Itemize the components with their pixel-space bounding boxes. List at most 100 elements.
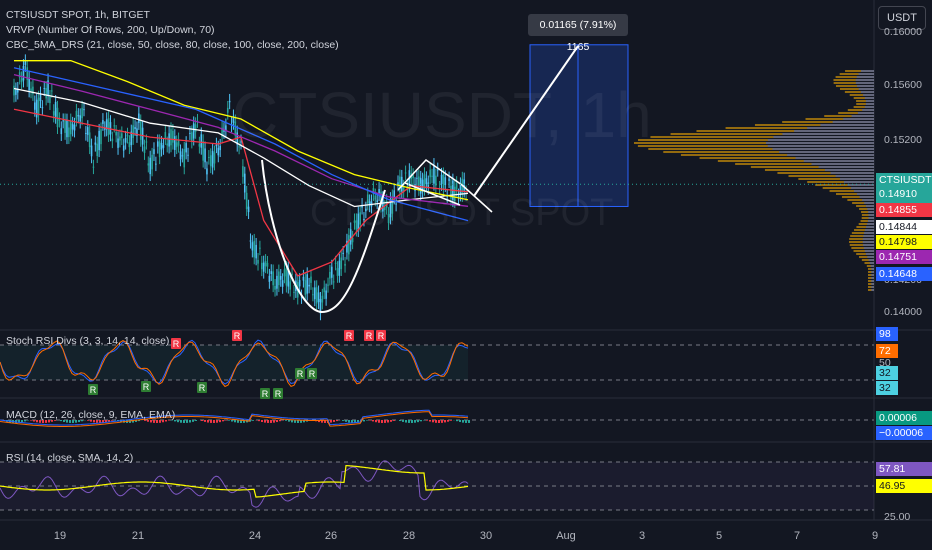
macd-histogram-bar xyxy=(135,420,137,422)
volume-bar xyxy=(634,142,874,144)
candle-body xyxy=(211,150,214,168)
candle-body xyxy=(45,88,47,99)
divergence-marker xyxy=(88,384,98,395)
macd-histogram-bar xyxy=(111,420,113,421)
macd-histogram-bar xyxy=(354,420,356,423)
macd-histogram-bar xyxy=(222,420,224,422)
volume-bar-down xyxy=(866,226,874,228)
candle-body xyxy=(365,208,367,212)
volume-bar xyxy=(798,178,874,180)
macd-histogram-bar xyxy=(93,420,95,423)
candle-body xyxy=(83,109,85,111)
macd-histogram-bar xyxy=(165,420,167,422)
candle-body xyxy=(331,266,333,278)
stoch-rsi-legend[interactable]: Stoch RSI Divs (3, 3, 14, 14, close) xyxy=(6,335,170,347)
macd-histogram-bar xyxy=(438,420,440,423)
volume-bar xyxy=(847,199,874,201)
macd-histogram-bar xyxy=(183,420,185,423)
volume-bar xyxy=(648,148,874,150)
candle-body xyxy=(130,131,133,146)
stoch-value-tag: 32 xyxy=(876,381,898,395)
volume-bar-down xyxy=(871,277,874,279)
stoch-rsi-plot: RR R R RR R RR RR R xyxy=(0,330,874,399)
candle-body xyxy=(453,186,456,202)
candle-body xyxy=(16,88,19,93)
macd-histogram-bar xyxy=(216,420,218,423)
candle-body xyxy=(192,123,195,139)
macd-histogram-bar xyxy=(336,420,338,422)
candle-body xyxy=(435,175,437,186)
divergence-label: R xyxy=(275,389,282,399)
macd-line xyxy=(0,409,469,426)
candle-body xyxy=(18,72,21,78)
volume-bar-down xyxy=(779,151,874,153)
macd-histogram-bar xyxy=(393,420,395,421)
candle-body xyxy=(138,113,140,123)
candle-body xyxy=(121,133,123,139)
candle-body xyxy=(217,147,220,156)
candle-body xyxy=(366,194,369,204)
candle-body xyxy=(376,200,378,203)
candle-body xyxy=(202,141,204,161)
candle-body xyxy=(105,119,108,130)
volume-bar xyxy=(782,121,874,123)
candle-body xyxy=(312,294,314,296)
macd-histogram-bar xyxy=(270,420,272,423)
ma-line-50 xyxy=(13,87,469,208)
volume-bar xyxy=(849,241,874,243)
candles xyxy=(13,54,467,321)
candle-body xyxy=(81,107,83,119)
candle-body xyxy=(128,142,131,148)
volume-bar-down xyxy=(820,124,874,126)
volume-bar xyxy=(696,130,874,132)
macd-histogram-bar xyxy=(390,420,392,422)
macd-histogram-bar xyxy=(468,420,470,423)
candle-body xyxy=(225,125,227,132)
volume-bar xyxy=(836,193,874,195)
volume-bar xyxy=(663,151,874,153)
candle-body xyxy=(425,178,428,185)
volume-bar-down xyxy=(856,193,874,195)
rsi-legend[interactable]: RSI (14, close, SMA, 14, 2) xyxy=(6,452,134,464)
volume-bar-down xyxy=(871,283,874,285)
vrvp-legend[interactable]: VRVP (Number Of Rows, 200, Up/Down, 70) xyxy=(6,24,215,36)
volume-bar-down xyxy=(851,115,874,117)
volume-bar xyxy=(699,157,874,159)
macd-histogram-bar xyxy=(435,420,437,423)
macd-legend[interactable]: MACD (12, 26, close, 9, EMA, EMA) xyxy=(6,409,176,421)
volume-bar-down xyxy=(858,73,874,75)
candle-body xyxy=(393,190,396,198)
time-axis-label: Aug xyxy=(556,530,576,542)
candle-body xyxy=(200,134,203,148)
divergence-label: R xyxy=(297,369,304,379)
macd-histogram-bar xyxy=(219,420,221,423)
macd-value-tag: −0.00006 xyxy=(876,426,932,440)
symbol-legend[interactable]: CTSIUSDT SPOT, 1h, BITGET xyxy=(6,9,150,21)
candle-body xyxy=(429,169,431,178)
macd-histogram-bar xyxy=(456,420,458,422)
macd-histogram-bar xyxy=(201,420,203,422)
candle-body xyxy=(317,292,320,303)
candle-body xyxy=(52,111,55,116)
macd-histogram-bar xyxy=(129,420,131,423)
candle-body xyxy=(461,178,464,196)
macd-histogram-bar xyxy=(345,420,347,422)
macd-histogram-bar xyxy=(189,420,191,423)
candle-body xyxy=(268,275,271,282)
divergence-marker xyxy=(197,382,207,393)
volume-bar xyxy=(860,220,874,222)
candle-body xyxy=(349,229,352,245)
ma-legend[interactable]: CBC_5MA_DRS (21, close, 50, close, 80, c… xyxy=(6,39,339,51)
candle-body xyxy=(357,213,360,231)
volume-bar-down xyxy=(864,250,874,252)
candle-body xyxy=(88,132,91,148)
candle-body xyxy=(126,134,129,137)
currency-button[interactable]: USDT xyxy=(878,6,926,30)
volume-bar-down xyxy=(868,217,874,219)
candle-body xyxy=(427,182,430,188)
volume-bar-down xyxy=(864,202,874,204)
volume-bar-down xyxy=(871,268,874,270)
volume-bar xyxy=(868,286,874,288)
candle-body xyxy=(69,120,72,135)
